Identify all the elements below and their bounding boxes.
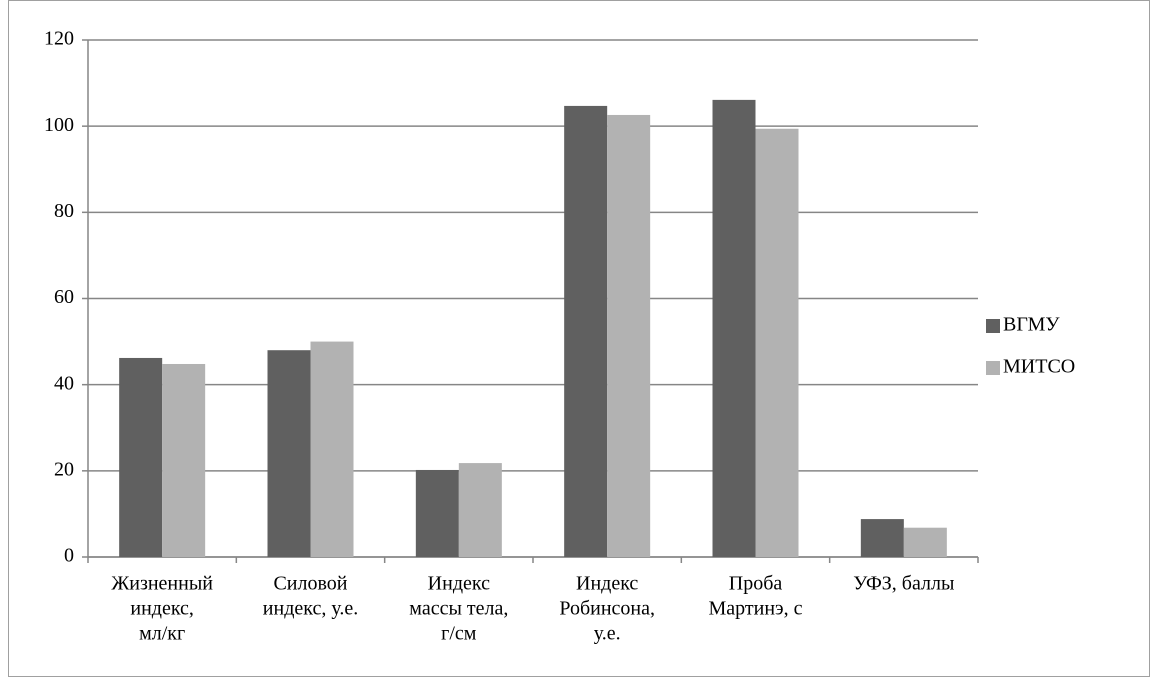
x-tick-label: Робинсона,	[559, 598, 655, 620]
bar	[267, 350, 311, 557]
x-tick-label: у.е.	[594, 623, 621, 645]
legend-swatch	[986, 319, 1000, 333]
bar	[310, 341, 354, 557]
x-tick-label: Проба	[729, 573, 783, 595]
bar	[903, 527, 947, 557]
x-tick-label: Жизненный	[111, 573, 213, 595]
y-tick-label: 60	[54, 286, 74, 308]
legend-label: МИТСО	[1003, 356, 1075, 378]
x-tick-label: г/см	[441, 623, 477, 645]
bar	[119, 357, 163, 557]
y-tick-label: 100	[44, 114, 74, 136]
x-tick-label: Мартинэ, с	[708, 598, 802, 620]
bar	[755, 128, 799, 558]
x-tick-label: индекс,	[130, 598, 194, 620]
legend-label: ВГМУ	[1003, 314, 1060, 336]
legend-swatch	[986, 361, 1000, 375]
bar	[162, 363, 206, 557]
y-tick-label: 40	[54, 372, 74, 394]
y-tick-label: 80	[54, 200, 74, 222]
y-tick-label: 20	[54, 458, 74, 480]
x-tick-label: УФЗ, баллы	[853, 573, 954, 595]
bar	[860, 519, 904, 557]
bar	[712, 99, 756, 557]
y-tick-label: 120	[44, 28, 74, 50]
bar	[415, 469, 459, 557]
x-tick-label: мл/кг	[139, 623, 185, 645]
x-tick-label: Индекс	[576, 573, 638, 595]
x-tick-label: массы тела,	[409, 598, 508, 620]
x-tick-label: Индекс	[428, 573, 490, 595]
bar	[458, 463, 502, 557]
y-tick-label: 0	[64, 545, 74, 567]
bar	[607, 114, 651, 557]
bar	[564, 105, 608, 557]
x-tick-label: индекс, у.е.	[263, 598, 358, 620]
x-tick-label: Силовой	[273, 573, 347, 595]
